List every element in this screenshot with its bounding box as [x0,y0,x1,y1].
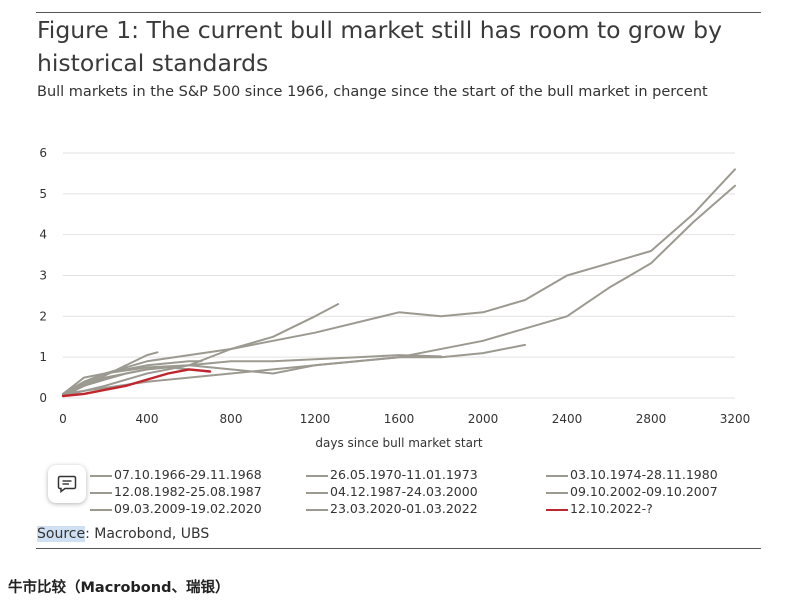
source-label: Source [37,526,86,542]
chart-subtitle: Bull markets in the S&P 500 since 1966, … [37,84,708,100]
legend-item: 09.10.2002-09.10.2007 [546,484,718,500]
legend-label: 12.10.2022-? [570,501,653,516]
x-tick-label: 800 [220,412,243,426]
legend-item: 23.03.2020-01.03.2022 [306,501,478,517]
legend-label: 23.03.2020-01.03.2022 [330,501,478,516]
source-text: : Macrobond, UBS [85,526,210,542]
bottom-rule [36,548,761,549]
series-line-4 [62,303,340,395]
legend-label: 26.05.1970-11.01.1973 [330,467,478,482]
legend-item: 09.03.2009-19.02.2020 [90,501,262,517]
legend-label: 07.10.1966-29.11.1968 [114,467,262,482]
series-line-9 [61,368,212,398]
comment-button[interactable] [48,465,86,503]
series-line-2 [62,360,203,395]
y-tick-label: 0 [39,391,47,405]
legend-swatch [546,491,568,494]
legend-swatch [90,491,112,494]
y-tick-label: 3 [39,269,47,283]
legend-label: 12.08.1982-25.08.1987 [114,484,262,499]
legend-item: 12.08.1982-25.08.1987 [90,484,262,500]
y-tick-label: 2 [39,309,47,323]
x-tick-label: 1600 [384,412,415,426]
x-tick-label: 400 [136,412,159,426]
series-line-6 [62,354,442,397]
comment-icon [57,475,77,493]
top-rule [36,12,761,13]
legend-item: 26.05.1970-11.01.1973 [306,467,478,483]
legend-label: 09.10.2002-09.10.2007 [570,484,718,499]
series-line-7 [62,168,736,395]
legend-swatch [546,508,568,511]
y-tick-label: 5 [39,187,47,201]
legend-item: 04.12.1987-24.03.2000 [306,484,478,500]
legend-item: 12.10.2022-? [546,501,653,517]
x-tick-label: 3200 [720,412,751,426]
legend-swatch [546,474,568,477]
x-tick-label: 1200 [300,412,331,426]
series-line-3 [62,343,526,395]
x-tick-label: 2400 [552,412,583,426]
legend-swatch [306,508,328,511]
legend-label: 04.12.1987-24.03.2000 [330,484,478,499]
x-tick-label: 2000 [468,412,499,426]
legend-item: 03.10.1974-28.11.1980 [546,467,718,483]
source-note: Source: Macrobond, UBS [37,526,209,542]
legend-swatch [306,491,328,494]
y-tick-label: 4 [39,228,47,242]
legend-label: 09.03.2009-19.02.2020 [114,501,262,516]
chart-title: Figure 1: The current bull market still … [37,16,722,77]
y-tick-label: 1 [39,350,47,364]
legend-swatch [90,508,112,511]
legend-swatch [90,474,112,477]
legend-item: 07.10.1966-29.11.1968 [90,467,262,483]
legend-label: 03.10.1974-28.11.1980 [570,467,718,482]
x-tick-label: 2800 [636,412,667,426]
series-line-5 [62,184,736,395]
x-axis-label: days since bull market start [315,436,482,450]
y-tick-label: 6 [39,146,47,160]
image-caption: 牛市比较（Macrobond、瑞银） [8,580,230,596]
x-tick-label: 0 [59,412,67,426]
legend-swatch [306,474,328,477]
